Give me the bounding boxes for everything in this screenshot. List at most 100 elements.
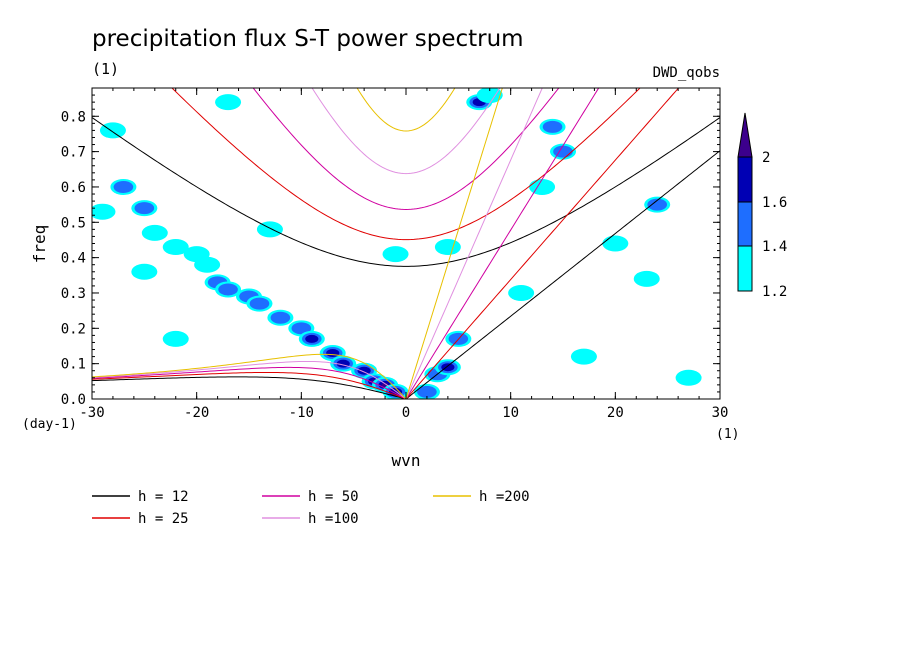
dispersion-kelvin-h200 bbox=[405, 88, 503, 399]
power-blob-40 bbox=[570, 348, 597, 365]
dispersion-rossby-h200 bbox=[92, 353, 407, 399]
dispersion-curves bbox=[92, 88, 720, 399]
y-axis-label: freq bbox=[30, 225, 49, 264]
x-tick-label: -20 bbox=[184, 405, 209, 421]
colorbar-segment-2 bbox=[737, 201, 753, 247]
power-blob-2 bbox=[131, 200, 158, 217]
power-contour bbox=[382, 246, 409, 263]
x-tick-label: 30 bbox=[712, 405, 729, 421]
power-contour bbox=[570, 348, 597, 365]
power-contour bbox=[476, 88, 503, 104]
y-tick-label: 0.3 bbox=[61, 286, 86, 302]
plot-area: -30 -20 -10 0 10 20 30 0.00.10.20.30.40.50.60.… bbox=[61, 87, 728, 421]
dispersion-rossby-h25 bbox=[92, 371, 407, 399]
y-tick-label: 0.4 bbox=[61, 251, 86, 267]
power-contour bbox=[508, 284, 535, 301]
power-contour bbox=[434, 239, 461, 256]
colorbar-label: 2 bbox=[762, 150, 770, 166]
power-blob-35 bbox=[675, 369, 702, 386]
power-contour bbox=[249, 297, 270, 310]
y-axis-unit: (day-1) bbox=[22, 417, 77, 432]
power-blob-30 bbox=[434, 239, 461, 256]
power-blob-41 bbox=[215, 94, 242, 111]
colorbar-segment-3 bbox=[737, 156, 753, 203]
x-tick-label: -10 bbox=[289, 405, 314, 421]
power-contour bbox=[441, 363, 455, 372]
dispersion-inertia-gravity-h50 bbox=[252, 88, 560, 210]
power-blob-6 bbox=[194, 256, 221, 273]
legend-label: h =100 bbox=[308, 511, 359, 527]
power-contour bbox=[381, 382, 389, 387]
y-tick-label: 0.0 bbox=[61, 392, 86, 408]
power-blob-4 bbox=[162, 239, 189, 256]
y-tick-label: 0.6 bbox=[61, 180, 86, 196]
x-axis-label: wvn bbox=[392, 451, 421, 470]
chart-title: precipitation flux S-T power spectrum bbox=[92, 26, 524, 52]
power-contour bbox=[131, 263, 158, 280]
x-tick-label: 0 bbox=[402, 405, 410, 421]
power-blob-0 bbox=[99, 122, 126, 139]
power-contour bbox=[291, 322, 312, 335]
power-contour bbox=[305, 334, 319, 343]
colorbar-label: 1.4 bbox=[762, 239, 787, 255]
legend-item-h50: h = 50 bbox=[262, 489, 359, 505]
power-contour bbox=[113, 180, 134, 193]
power-contour bbox=[215, 94, 242, 111]
colorbar-segment-1 bbox=[737, 245, 753, 292]
legend-label: h = 50 bbox=[308, 489, 359, 505]
y-axis: 0.0 0.1 0.2 0.3 0.4 0.5 0.6 0.7 0.8 bbox=[61, 94, 720, 408]
power-contour bbox=[542, 120, 563, 133]
legend-label: h = 12 bbox=[138, 489, 189, 505]
y-tick-label: 0.8 bbox=[61, 109, 86, 125]
legend-item-h25: h = 25 bbox=[92, 511, 189, 527]
dispersion-kelvin-h100 bbox=[405, 88, 543, 399]
dispersion-inertia-gravity-h12 bbox=[92, 117, 720, 267]
power-blob-11 bbox=[267, 309, 294, 326]
power-blob-28 bbox=[644, 196, 671, 213]
legend-item-h12: h = 12 bbox=[92, 489, 189, 505]
colorbar-extend-triangle bbox=[737, 112, 753, 158]
legend-item-h100: h =100 bbox=[262, 511, 359, 527]
dispersion-inertia-gravity-h100 bbox=[311, 88, 501, 175]
power-blob-34 bbox=[602, 235, 629, 252]
power-blob-38 bbox=[92, 203, 116, 220]
power-contour bbox=[326, 349, 340, 358]
dispersion-rossby-h12 bbox=[92, 376, 407, 399]
dispersion-rossby-h50 bbox=[92, 366, 407, 399]
power-blob-25 bbox=[476, 88, 503, 104]
power-contour bbox=[141, 224, 168, 241]
power-blob-3 bbox=[141, 224, 168, 241]
power-contour bbox=[417, 385, 437, 398]
power-blob-13 bbox=[298, 330, 325, 347]
power-blob-37 bbox=[162, 330, 189, 347]
power-contour bbox=[92, 203, 116, 220]
power-contour bbox=[134, 202, 155, 215]
power-contour bbox=[194, 256, 221, 273]
dispersion-kelvin-h12 bbox=[405, 150, 720, 399]
power-blob-8 bbox=[215, 281, 242, 298]
y-tick-label: 0.7 bbox=[61, 145, 86, 161]
power-blob-10 bbox=[246, 295, 273, 312]
chart-subtitle-left: (1) bbox=[92, 60, 119, 78]
y-tick-label: 0.2 bbox=[61, 321, 86, 337]
x-tick-label: 10 bbox=[502, 405, 519, 421]
dispersion-inertia-gravity-h25 bbox=[171, 88, 641, 241]
colorbar-label: 1.6 bbox=[762, 195, 787, 211]
y-tick-label: 0.1 bbox=[61, 357, 86, 373]
x-tick-label: 20 bbox=[607, 405, 624, 421]
power-blob-1 bbox=[110, 178, 137, 195]
power-contour bbox=[647, 198, 667, 211]
legend-item-h200: h =200 bbox=[433, 489, 530, 505]
power-contour bbox=[602, 235, 629, 252]
power-contour bbox=[357, 366, 371, 375]
power-contour bbox=[270, 311, 291, 324]
dispersion-kelvin-h25 bbox=[405, 88, 680, 399]
x-axis: -30 -20 -10 0 10 20 30 bbox=[79, 88, 728, 421]
legend-label: h = 25 bbox=[138, 511, 189, 527]
power-blob-29 bbox=[382, 246, 409, 263]
colorbar: 1.2 1.4 1.6 2 bbox=[737, 112, 787, 300]
power-contour bbox=[99, 122, 126, 139]
y-tick-label: 0.5 bbox=[61, 215, 86, 231]
power-blob-26 bbox=[539, 118, 566, 135]
power-blob-39 bbox=[529, 178, 556, 195]
